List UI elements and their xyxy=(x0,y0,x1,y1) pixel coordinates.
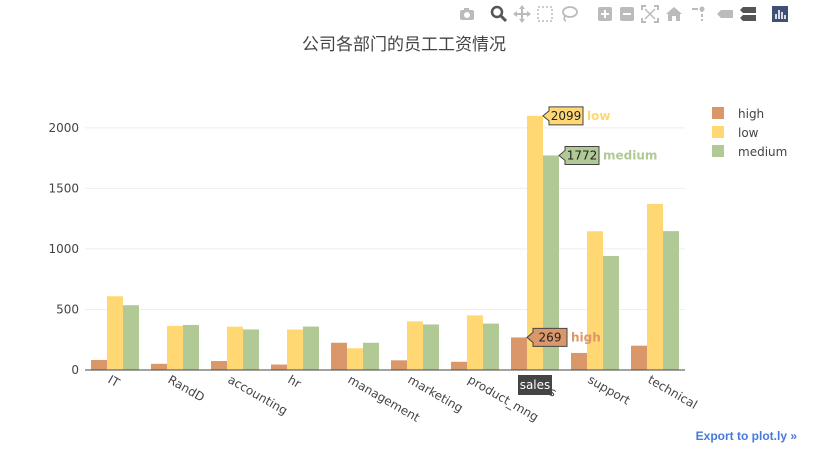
bar-medium xyxy=(603,255,619,370)
bar-medium xyxy=(243,329,259,370)
camera-icon[interactable] xyxy=(458,5,476,23)
legend-label-medium: medium xyxy=(738,145,787,159)
export-to-plotly-link[interactable]: Export to plot.ly » xyxy=(695,429,797,443)
bar-low xyxy=(347,348,363,370)
bar-low xyxy=(227,326,243,370)
bar-low xyxy=(287,329,303,370)
bar-medium xyxy=(543,155,559,370)
pan-icon[interactable] xyxy=(513,5,531,23)
bar-medium xyxy=(183,324,199,370)
bar-medium xyxy=(363,342,379,370)
x-tick-label: hr xyxy=(286,372,304,390)
x-tick-label: RandD xyxy=(166,372,208,404)
hover-label-name: low xyxy=(587,109,610,123)
hover-label-name: high xyxy=(571,330,601,344)
bar-low xyxy=(527,115,543,370)
bar-medium xyxy=(663,231,679,370)
hover-label-value: 2099 xyxy=(551,109,582,123)
bar-high xyxy=(151,363,167,370)
bar-high xyxy=(211,361,227,370)
hover-label-value: 1772 xyxy=(567,148,598,162)
legend-swatch-medium xyxy=(712,145,724,157)
bar-medium xyxy=(483,323,499,370)
bar-high xyxy=(331,342,347,370)
legend-swatch-high xyxy=(712,107,724,119)
bar-high xyxy=(571,352,587,370)
hover-label-name: medium xyxy=(603,148,657,162)
bar-high xyxy=(271,364,287,370)
bar-high xyxy=(451,361,467,370)
bar-low xyxy=(647,203,663,370)
bar-low xyxy=(407,321,423,370)
x-tick-label: IT xyxy=(106,372,123,390)
plotly-logo-icon[interactable] xyxy=(771,5,789,23)
box-select-icon[interactable] xyxy=(536,5,554,23)
x-tick-label: support xyxy=(586,372,633,407)
lasso-icon[interactable] xyxy=(560,5,578,23)
home-icon[interactable] xyxy=(665,5,683,23)
chart-title: 公司各部门的员工工资情况 xyxy=(302,35,506,55)
bar-low xyxy=(587,231,603,370)
bar-high xyxy=(511,337,527,370)
y-tick-label: 500 xyxy=(56,302,79,316)
legend-label-high: high xyxy=(738,107,764,121)
y-tick-label: 2000 xyxy=(48,121,79,135)
x-tick-label: accounting xyxy=(226,372,290,417)
hover-closest-icon[interactable] xyxy=(716,5,734,23)
bar-medium xyxy=(123,305,139,370)
bar-low xyxy=(107,296,123,370)
bar-medium xyxy=(303,326,319,370)
legend-label-low: low xyxy=(738,126,759,140)
bar-low xyxy=(467,315,483,370)
hover-compare-icon[interactable] xyxy=(739,5,757,23)
hover-label-box xyxy=(526,327,568,347)
bar-medium xyxy=(423,324,439,370)
zoom-icon[interactable] xyxy=(490,5,508,23)
hover-axis-label-box xyxy=(518,375,552,395)
bar-high xyxy=(631,345,647,370)
spike-lines-icon[interactable] xyxy=(690,5,708,23)
hover-label-box xyxy=(558,145,600,165)
y-tick-label: 0 xyxy=(71,363,79,377)
y-tick-label: 1000 xyxy=(48,242,79,256)
bar-high xyxy=(91,359,107,370)
x-tick-label: technical xyxy=(646,372,700,411)
zoom-out-icon[interactable] xyxy=(618,5,636,23)
legend-swatch-low xyxy=(712,126,724,138)
zoom-in-icon[interactable] xyxy=(596,5,614,23)
hover-label-value: 269 xyxy=(539,330,562,344)
bar-low xyxy=(167,325,183,370)
hover-label-box xyxy=(542,106,584,126)
y-tick-label: 1500 xyxy=(48,181,79,195)
hover-axis-label: sales xyxy=(520,378,551,392)
autoscale-icon[interactable] xyxy=(641,5,659,23)
bar-high xyxy=(391,360,407,370)
